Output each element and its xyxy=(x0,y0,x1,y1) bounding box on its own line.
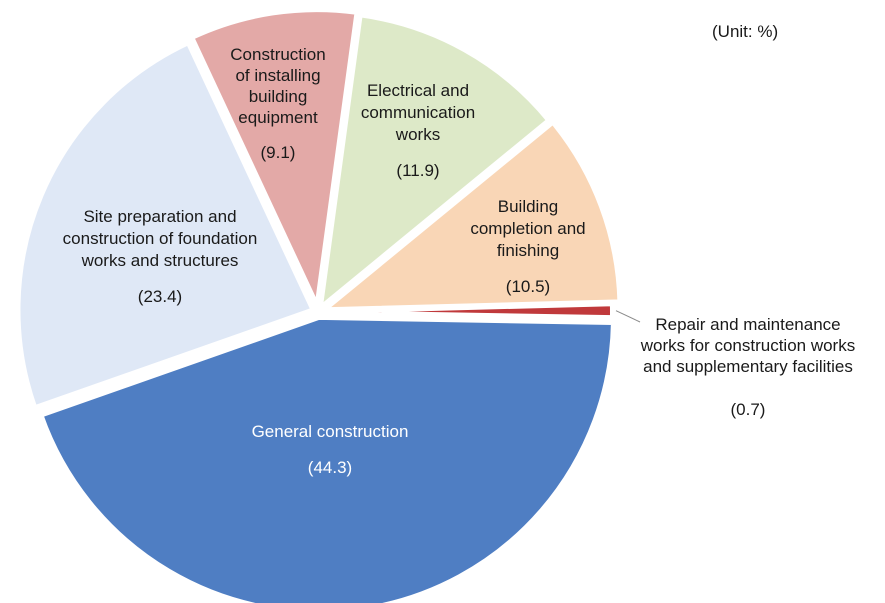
pie-slice xyxy=(39,315,615,603)
slice-value-label: (23.4) xyxy=(138,287,182,306)
slice-value-label: (9.1) xyxy=(261,143,296,162)
slice-label: Construction xyxy=(230,45,325,64)
slice-label: communication xyxy=(361,103,475,122)
slice-label: General construction xyxy=(252,422,409,441)
leader-line xyxy=(615,310,641,323)
slice-label: building xyxy=(249,87,308,106)
slice-label: works and structures xyxy=(81,251,239,270)
slice-label: equipment xyxy=(238,108,318,127)
slice-label: Building xyxy=(498,197,559,216)
slice-value-label: (10.5) xyxy=(506,277,550,296)
slice-label: of installing xyxy=(235,66,320,85)
slice-label: Site preparation and xyxy=(83,207,236,226)
slice-label: Repair and maintenance xyxy=(655,315,840,334)
pie-slice xyxy=(317,302,614,320)
pie-slice xyxy=(318,13,552,312)
pie-slice xyxy=(16,40,316,410)
slice-label: finishing xyxy=(497,241,559,260)
pie-slice xyxy=(319,119,622,312)
slice-value-label: (0.7) xyxy=(731,400,766,419)
pie-slice xyxy=(189,8,359,312)
slice-label: completion and xyxy=(470,219,585,238)
slice-value-label: (44.3) xyxy=(308,458,352,477)
slice-label: and supplementary facilities xyxy=(643,357,853,376)
slice-label: Electrical and xyxy=(367,81,469,100)
slice-label: works xyxy=(395,125,440,144)
slice-label: construction of foundation xyxy=(63,229,258,248)
unit-label: (Unit: %) xyxy=(712,22,779,41)
slice-label: works for construction works xyxy=(640,336,855,355)
slice-value-label: (11.9) xyxy=(396,161,439,180)
